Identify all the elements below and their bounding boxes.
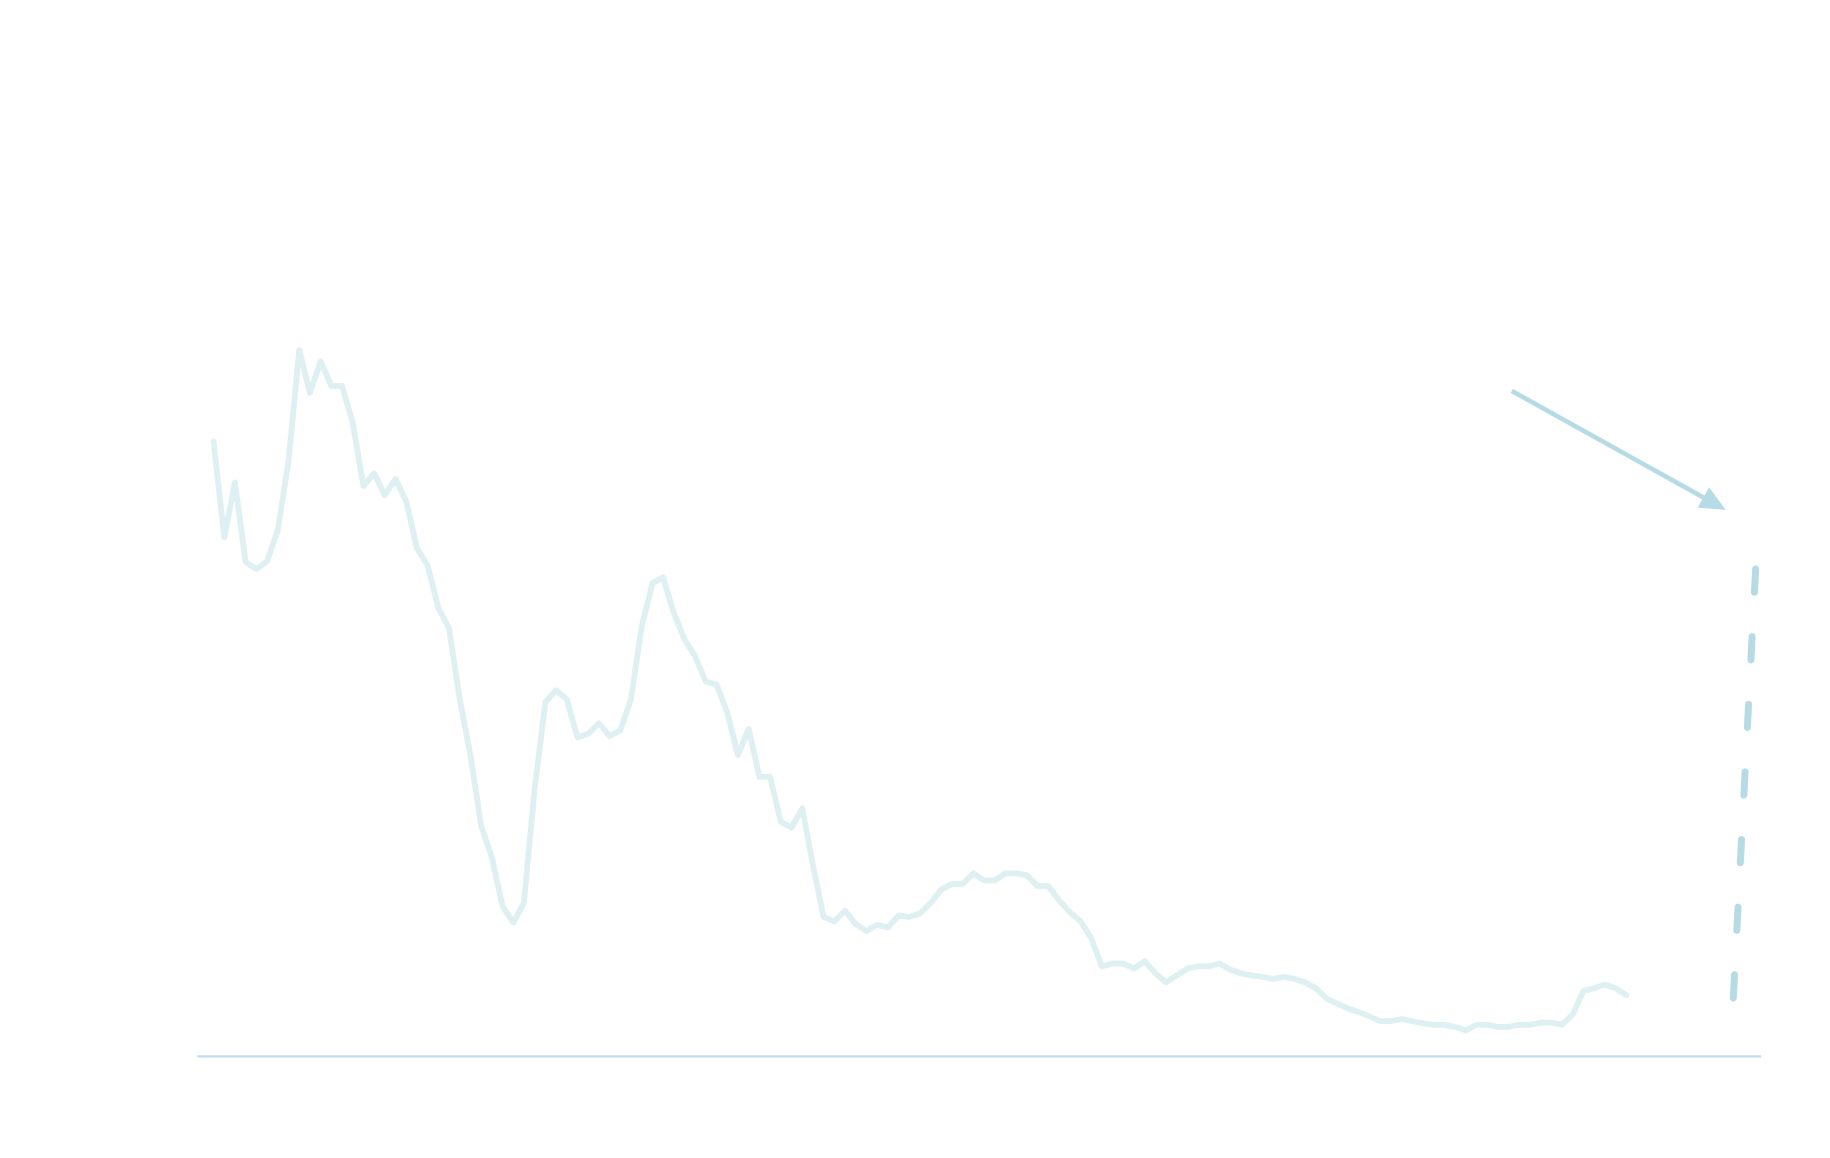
annotation-arrow-shaft [1510,388,1705,500]
series-line [210,347,1630,1034]
projection-dashed-line [1729,542,1761,1002]
annotation-arrow-head [1697,487,1726,510]
